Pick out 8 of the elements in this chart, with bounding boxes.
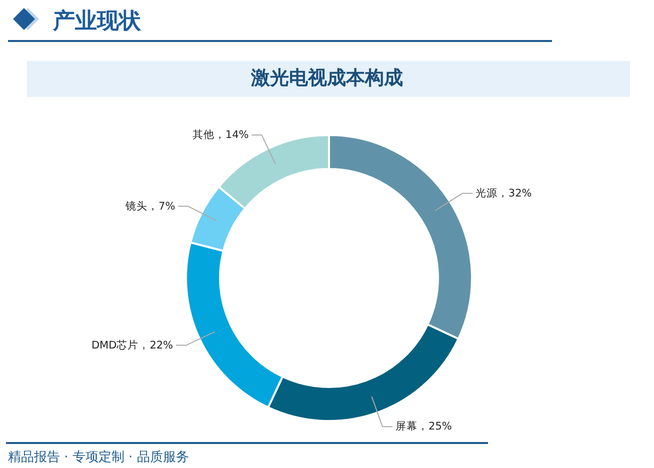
- slice-label: 光源，32%: [475, 186, 532, 200]
- text: 产业现状: [53, 7, 141, 36]
- slice-label: 屏幕，25%: [396, 420, 452, 433]
- text: 精品报告 · 专项定制 · 品质服务: [8, 449, 189, 466]
- chart-title: 激光电视成本构成: [250, 67, 403, 89]
- slice-label: 镜头，7%: [124, 199, 176, 212]
- slice-label: 其他，14%: [192, 128, 249, 142]
- slice-label: DMD芯片，22%: [91, 338, 174, 352]
